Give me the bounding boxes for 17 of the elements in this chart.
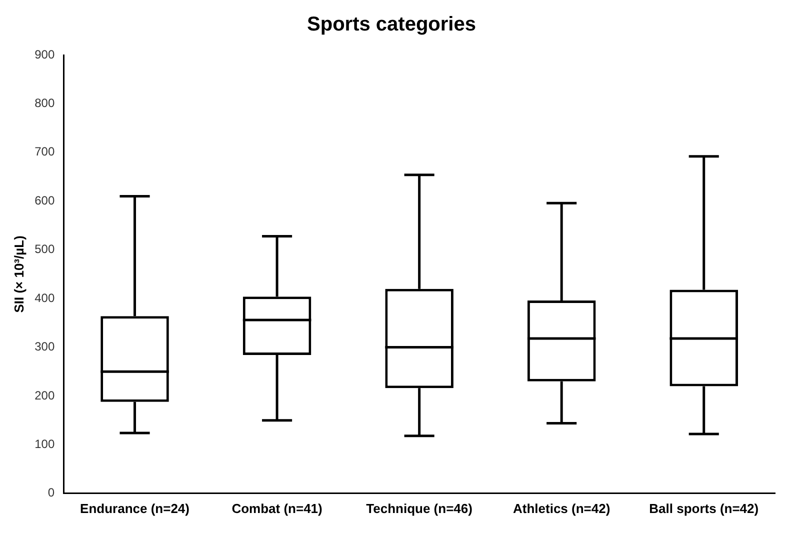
y-tick-label: 0: [48, 486, 55, 500]
chart-title: Sports categories: [307, 14, 476, 36]
x-tick-label: Combat (n=41): [232, 500, 322, 516]
y-axis-title: SII (× 10³/µL): [11, 236, 26, 313]
x-tick-label: Athletics (n=42): [513, 500, 610, 516]
y-tick-label: 900: [34, 47, 55, 62]
y-tick-label: 200: [34, 388, 55, 402]
y-tick-label: 700: [34, 144, 55, 159]
y-tick-label: 400: [34, 290, 55, 305]
x-tick-label: Ball sports (n=42): [649, 500, 759, 516]
x-tick-label: Endurance (n=24): [80, 500, 190, 516]
y-tick-label: 100: [34, 437, 55, 451]
y-tick-label: 300: [34, 340, 55, 354]
y-tick-label: 600: [34, 193, 55, 208]
y-tick-label: 800: [34, 96, 55, 110]
y-tick-label: 500: [34, 242, 55, 256]
x-tick-label: Technique (n=46): [366, 500, 472, 516]
